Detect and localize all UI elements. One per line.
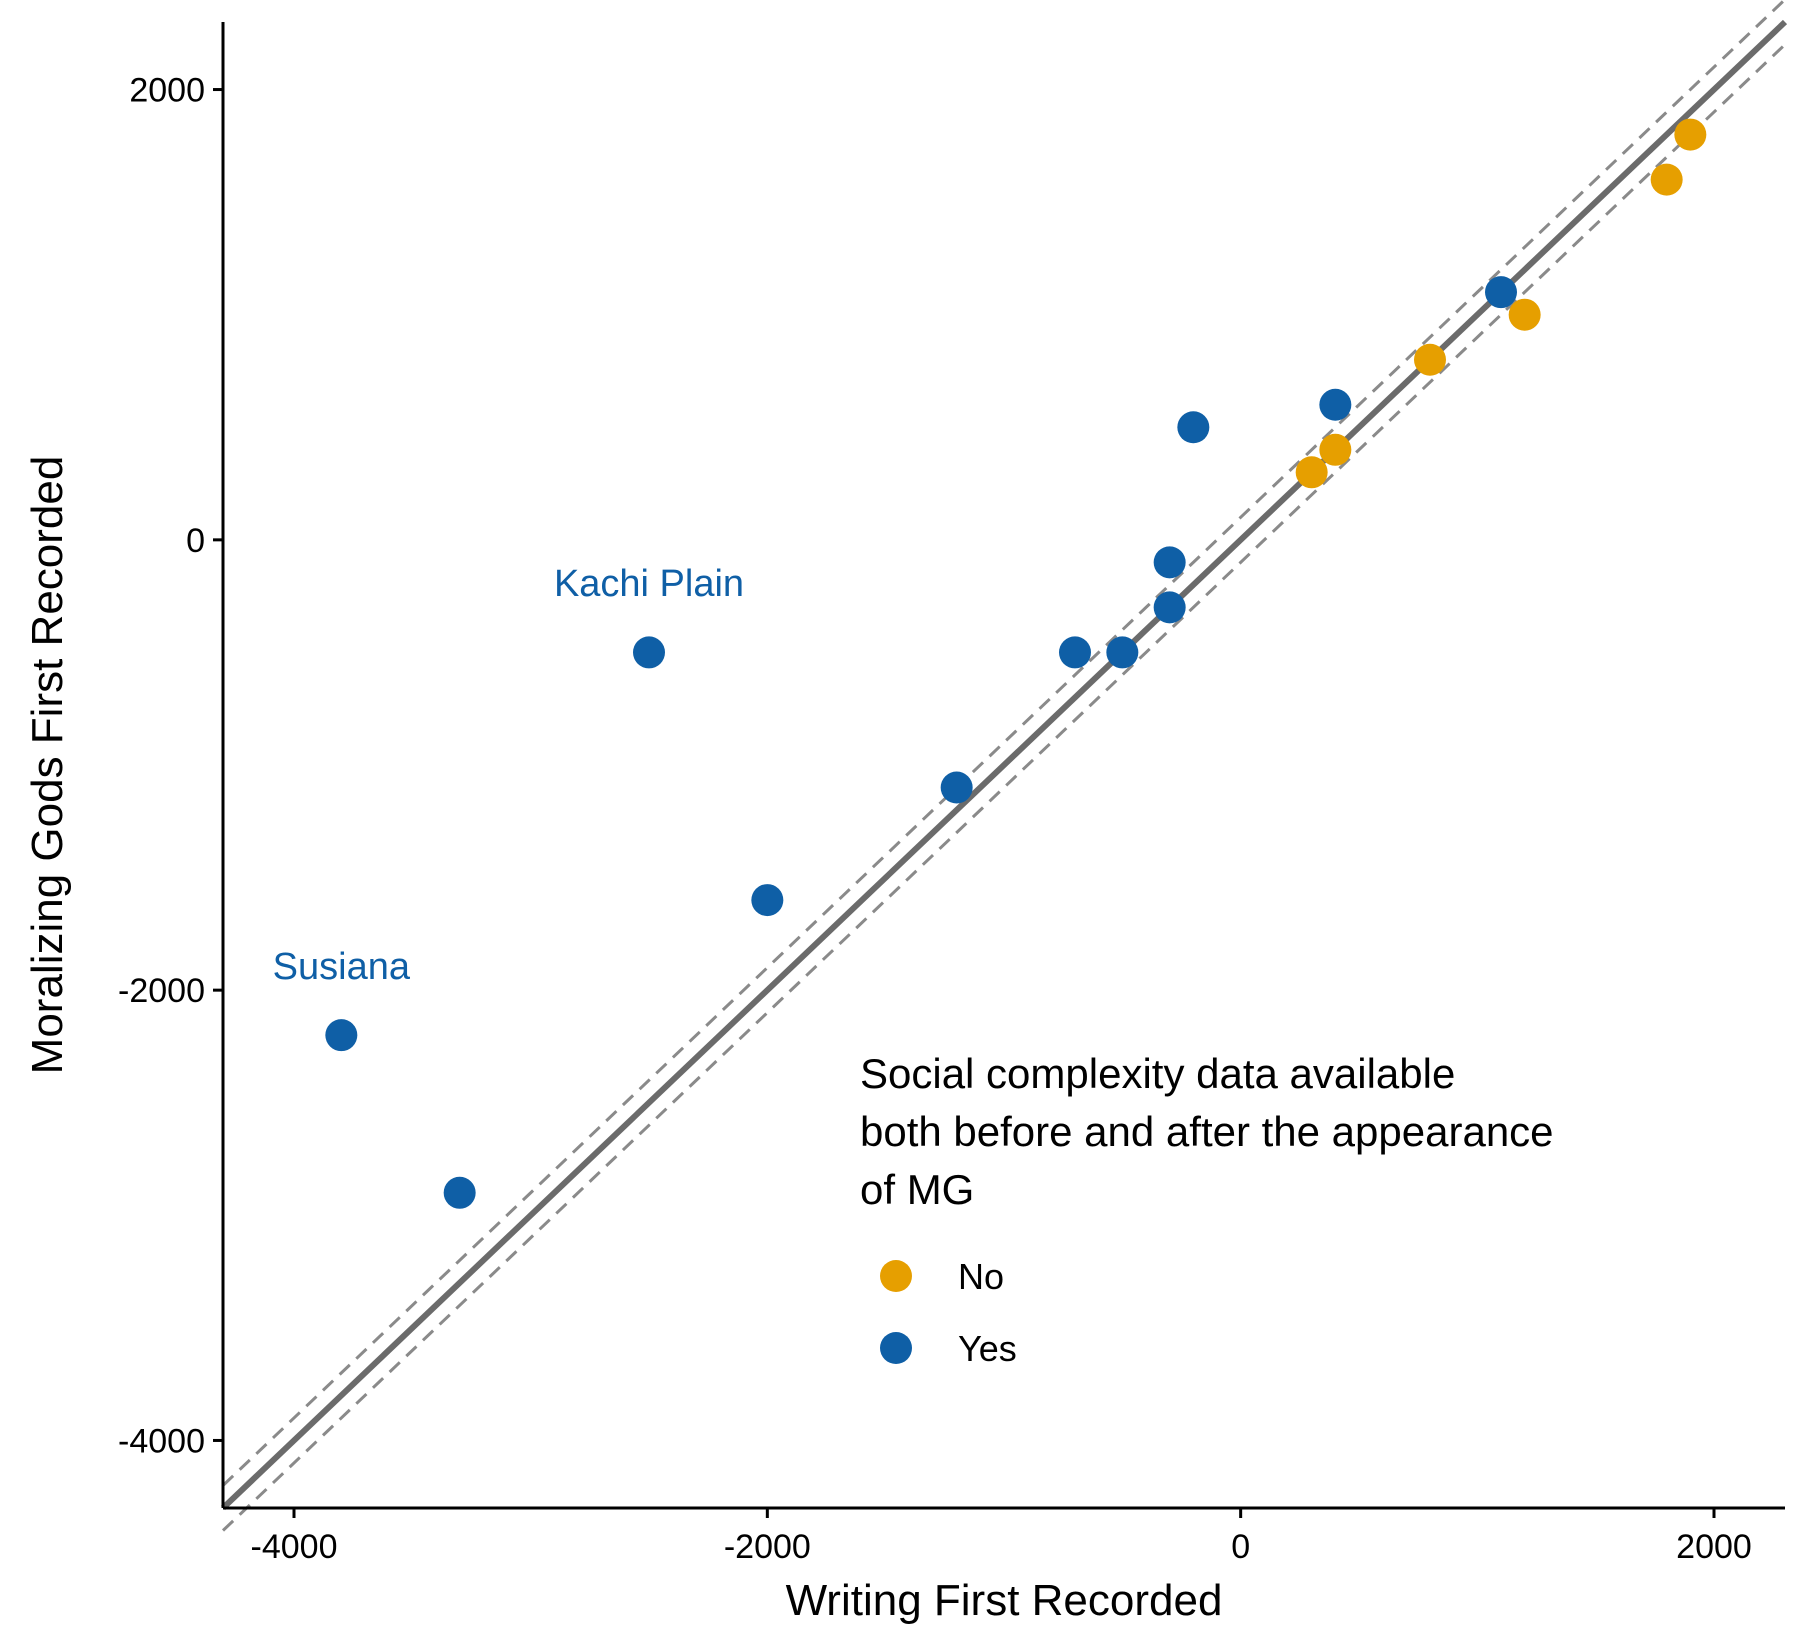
y-axis-ticks: -4000 -2000 0 2000	[118, 72, 223, 1460]
reference-line-dashed	[221, 0, 1787, 1487]
annotation-label: Susiana	[273, 946, 411, 988]
point-no	[1319, 433, 1352, 466]
x-tick-label: -2000	[724, 1528, 811, 1566]
point-yes	[1153, 546, 1186, 579]
legend-swatch-yes	[880, 1332, 912, 1364]
point-no	[1650, 163, 1683, 196]
x-tick-label: 2000	[1676, 1528, 1752, 1566]
point-yes	[751, 884, 784, 917]
point-yes	[1485, 276, 1517, 309]
point-yes	[443, 1176, 476, 1209]
legend-label-no: No	[958, 1256, 1004, 1297]
point-yes	[1106, 636, 1139, 669]
y-axis-title: Moralizing Gods First Recorded	[23, 456, 72, 1075]
x-axis-title: Writing First Recorded	[786, 1576, 1223, 1625]
annotations: Kachi Plain Susiana	[273, 563, 744, 988]
legend: Social complexity data available both be…	[860, 1050, 1554, 1369]
point-no	[1674, 118, 1707, 151]
y-tick-label: 0	[186, 522, 205, 560]
y-tick-label: -2000	[118, 972, 205, 1010]
point-yes	[1059, 636, 1091, 669]
legend-label-yes: Yes	[958, 1328, 1017, 1369]
point-no	[1295, 456, 1328, 489]
reference-line-dashed	[221, 43, 1787, 1532]
x-axis-ticks: -4000 -2000 0 2000	[251, 1508, 1752, 1566]
reference-lines	[220, 0, 1788, 1532]
axes	[221, 22, 1785, 1510]
point-yes	[1319, 388, 1352, 421]
y-tick-label: 2000	[129, 72, 205, 110]
legend-title-line-3: of MG	[860, 1166, 974, 1213]
point-yes	[940, 771, 973, 804]
point-yes	[325, 1019, 358, 1052]
point-yes	[1153, 591, 1186, 624]
point-no	[1414, 343, 1446, 376]
legend-title-line-1: Social complexity data available	[860, 1050, 1455, 1097]
annotation-label: Kachi Plain	[554, 563, 744, 605]
x-tick-label: 0	[1231, 1528, 1250, 1566]
legend-swatch-no	[880, 1260, 912, 1292]
y-tick-label: -4000	[118, 1422, 205, 1460]
point-yes	[1177, 411, 1210, 444]
data-points	[325, 118, 1707, 1209]
point-yes	[633, 636, 665, 669]
legend-title-line-2: both before and after the appearance	[860, 1108, 1554, 1155]
x-tick-label: -4000	[251, 1528, 338, 1566]
point-no	[1508, 298, 1541, 331]
reference-line-identity	[220, 19, 1788, 1511]
